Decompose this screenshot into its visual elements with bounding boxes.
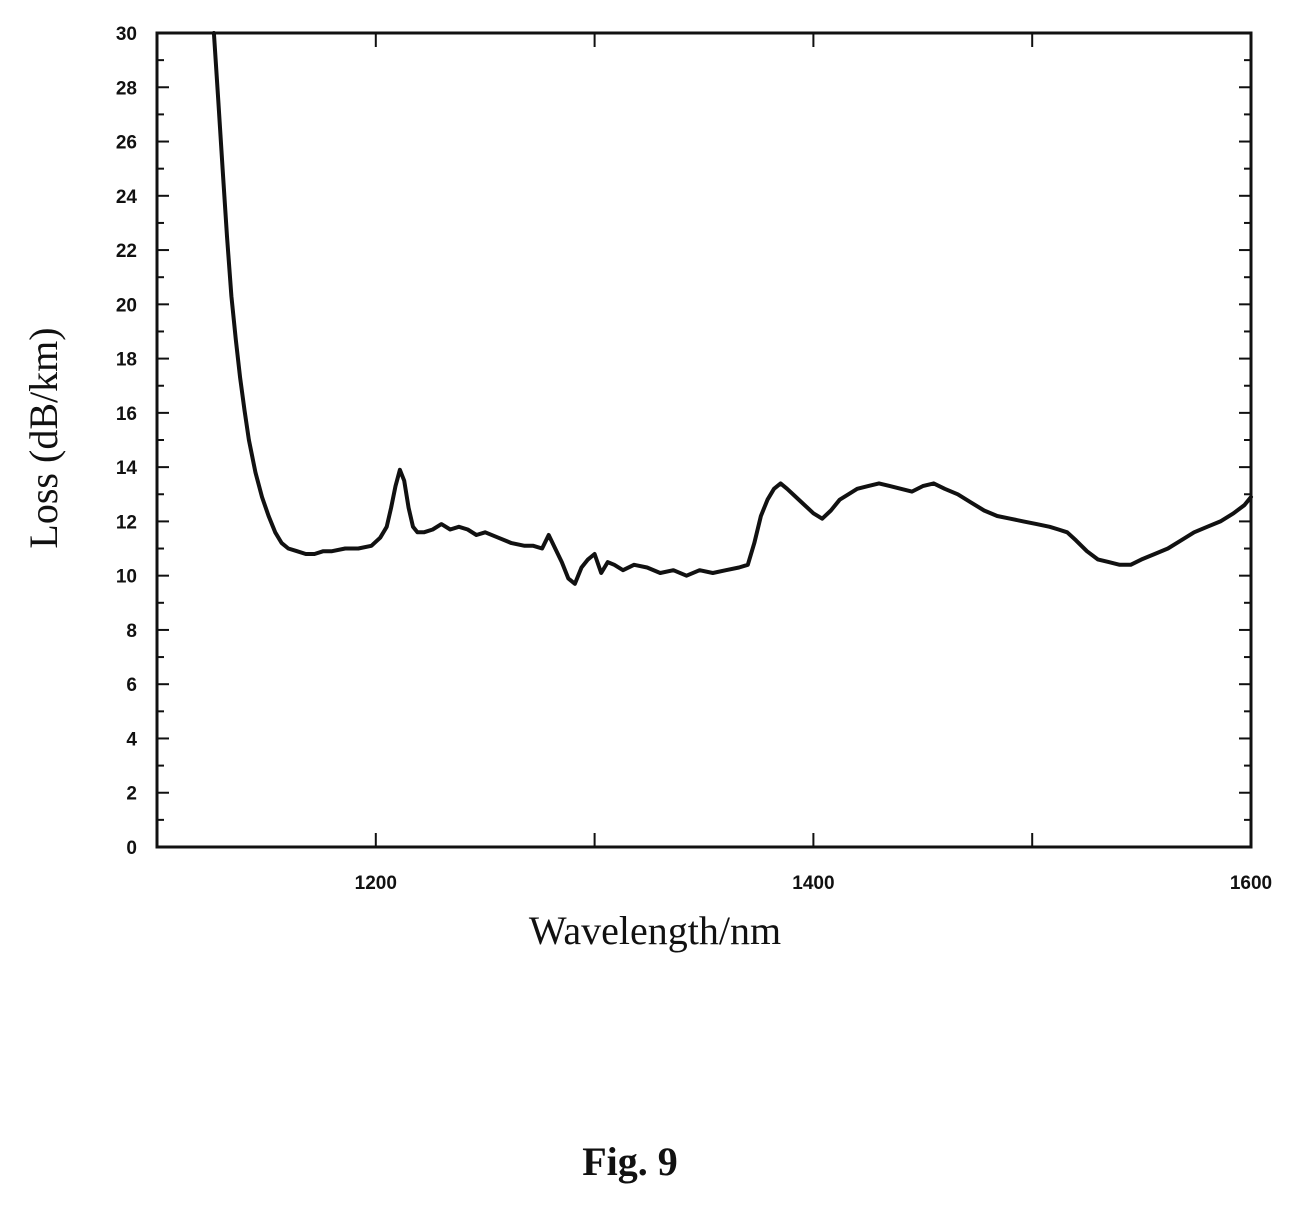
y-tick-label: 30 [116,24,137,45]
y-tick-label: 18 [116,350,137,371]
x-axis-tick-labels: 1200 1400 1600 [355,873,1272,894]
figure-caption: Fig. 9 [582,1139,678,1184]
y-axis-ticks [157,32,1251,848]
x-tick-label: 1400 [792,873,834,894]
x-axis-ticks [156,33,1252,847]
y-tick-label: 8 [126,621,137,642]
y-tick-label: 26 [116,133,137,154]
x-axis-title: Wavelength/nm [529,908,781,953]
y-tick-label: 14 [116,458,138,479]
y-tick-label: 4 [126,729,137,750]
y-tick-label: 12 [116,512,137,533]
y-tick-label: 6 [126,675,137,696]
loss-curve [211,31,1253,586]
x-tick-label: 1600 [1230,873,1272,894]
plot-frame [155,31,1253,849]
y-tick-label: 10 [116,567,137,588]
y-tick-label: 22 [116,241,137,262]
y-tick-label: 28 [116,78,137,99]
y-axis-title: Loss (dB/km) [21,327,66,548]
y-tick-label: 16 [116,404,137,425]
y-tick-label: 20 [116,295,137,316]
y-tick-label: 0 [126,838,137,859]
x-tick-label: 1200 [355,873,397,894]
y-tick-label: 24 [116,187,138,208]
y-tick-label: 2 [126,784,137,805]
